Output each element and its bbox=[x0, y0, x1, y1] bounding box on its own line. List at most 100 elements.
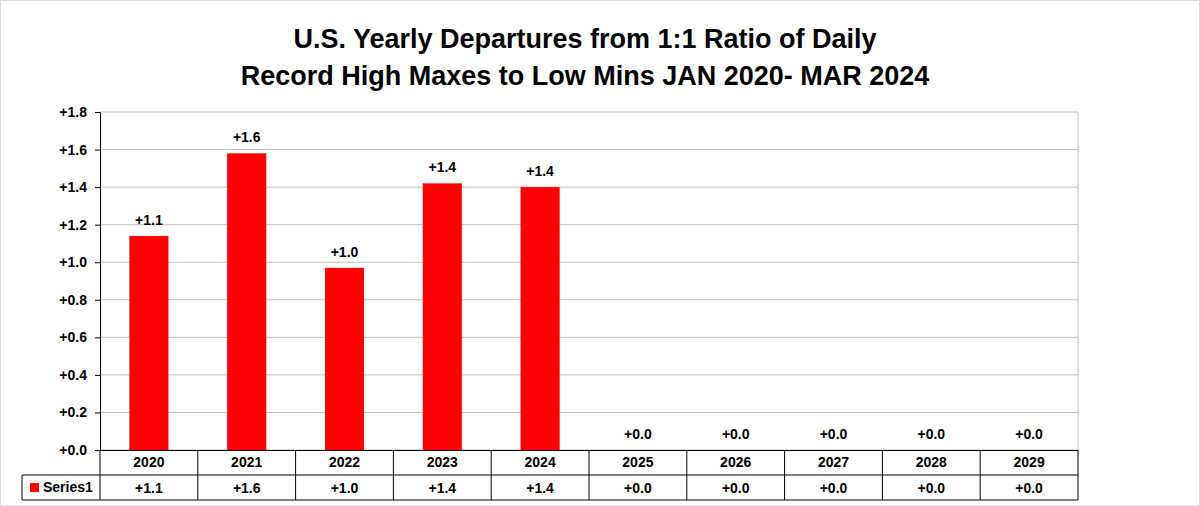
x-tick: 2022 bbox=[329, 450, 360, 470]
x-tick: 2023 bbox=[427, 450, 458, 470]
y-tick-label: +0.8 bbox=[59, 292, 87, 308]
y-tick: +1.2 bbox=[59, 217, 100, 233]
data-label: +1.6 bbox=[233, 129, 261, 145]
data-label: +0.0 bbox=[722, 426, 750, 442]
bars bbox=[129, 153, 559, 450]
y-tick: +1.6 bbox=[59, 142, 100, 158]
table-border bbox=[589, 450, 590, 500]
y-tick: +0.4 bbox=[59, 367, 100, 383]
x-tick-label: 2021 bbox=[231, 454, 262, 470]
y-tick: +1.0 bbox=[59, 254, 100, 270]
grid-line bbox=[100, 149, 1078, 150]
table-value: +1.1 bbox=[135, 480, 163, 496]
x-tick-label: 2022 bbox=[329, 454, 360, 470]
x-tick: 2021 bbox=[231, 450, 262, 470]
bar bbox=[618, 450, 657, 451]
table-border bbox=[980, 450, 981, 500]
y-tick: +0.8 bbox=[59, 292, 100, 308]
y-tick-label: +0.6 bbox=[59, 329, 87, 345]
y-tick-mark bbox=[95, 225, 100, 226]
bar bbox=[716, 450, 755, 451]
table-border bbox=[491, 450, 492, 500]
y-tick: +0.2 bbox=[59, 404, 100, 420]
x-tick-label: 2025 bbox=[622, 454, 653, 470]
plot-frame bbox=[1078, 112, 1079, 450]
grid bbox=[100, 112, 1078, 450]
x-tick: 2027 bbox=[818, 450, 849, 470]
table-border bbox=[882, 450, 883, 500]
y-tick-label: +0.0 bbox=[59, 442, 87, 458]
x-tick-label: 2024 bbox=[525, 454, 556, 470]
y-tick-mark bbox=[95, 450, 100, 451]
x-tick: 2025 bbox=[622, 450, 653, 470]
data-label: +1.1 bbox=[135, 212, 163, 228]
bar bbox=[227, 153, 266, 450]
y-tick-label: +0.4 bbox=[59, 367, 87, 383]
chart: U.S. Yearly Departures from 1:1 Ratio of… bbox=[0, 0, 1200, 506]
x-tick-label: 2028 bbox=[916, 454, 947, 470]
x-tick: 2024 bbox=[525, 450, 556, 470]
y-tick-mark bbox=[95, 150, 100, 151]
y-tick-mark bbox=[95, 337, 100, 338]
table-value: +1.6 bbox=[233, 480, 261, 496]
bar bbox=[1010, 450, 1049, 451]
title-line: U.S. Yearly Departures from 1:1 Ratio of… bbox=[293, 24, 876, 54]
table-border bbox=[22, 500, 1078, 501]
table-border bbox=[1078, 450, 1079, 500]
table-value: +0.0 bbox=[1015, 480, 1043, 496]
y-tick-label: +1.4 bbox=[59, 179, 87, 195]
y-tick-mark bbox=[95, 112, 100, 113]
bar bbox=[325, 268, 364, 450]
y-tick-mark bbox=[95, 300, 100, 301]
table-border bbox=[393, 450, 394, 500]
title-line: Record High Maxes to Low Mins JAN 2020- … bbox=[241, 61, 930, 91]
bar bbox=[912, 450, 951, 451]
y-tick: +0.6 bbox=[59, 329, 100, 345]
data-label: +1.4 bbox=[526, 163, 554, 179]
bar bbox=[814, 450, 853, 451]
table-value: +1.4 bbox=[428, 480, 456, 496]
table-border bbox=[295, 450, 296, 500]
y-tick-label: +1.8 bbox=[59, 104, 87, 120]
table-value: +1.0 bbox=[331, 480, 359, 496]
table-border bbox=[686, 450, 687, 500]
table-value: +0.0 bbox=[722, 480, 750, 496]
table-border bbox=[100, 450, 101, 500]
data-label: +0.0 bbox=[917, 426, 945, 442]
table-value: +0.0 bbox=[820, 480, 848, 496]
y-tick: +1.4 bbox=[59, 179, 100, 195]
data-label: +0.0 bbox=[1015, 426, 1043, 442]
table-value: +1.4 bbox=[526, 480, 554, 496]
y-axis-line bbox=[95, 113, 101, 451]
y-tick-mark bbox=[95, 262, 100, 263]
y-tick: +1.8 bbox=[59, 104, 100, 120]
x-tick-label: 2026 bbox=[720, 454, 751, 470]
y-axis: +0.0 +0.2 +0.4 +0.6 +0.8 +1.0 +1.2 +1.4 +1.6 +1.8 bbox=[59, 104, 100, 458]
x-tick: 2026 bbox=[720, 450, 751, 470]
data-label: +0.0 bbox=[624, 426, 652, 442]
y-tick-mark bbox=[95, 412, 100, 413]
y-tick-label: +0.2 bbox=[59, 404, 87, 420]
table-value: +0.0 bbox=[917, 480, 945, 496]
legend-key bbox=[30, 483, 39, 492]
table-value: +0.0 bbox=[624, 480, 652, 496]
x-tick: 2028 bbox=[916, 450, 947, 470]
bar bbox=[521, 187, 560, 450]
table-border bbox=[22, 475, 23, 500]
data-label: +1.4 bbox=[428, 159, 456, 175]
x-tick: 2020 bbox=[133, 450, 164, 470]
y-tick-mark bbox=[95, 375, 100, 376]
data-labels: +1.1+1.6+1.0+1.4+1.4+0.0+0.0+0.0+0.0+0.0 bbox=[135, 129, 1043, 442]
x-tick-label: 2029 bbox=[1014, 454, 1045, 470]
x-tick-label: 2020 bbox=[133, 454, 164, 470]
x-tick-label: 2023 bbox=[427, 454, 458, 470]
bar bbox=[423, 183, 462, 450]
grid-line bbox=[100, 112, 1078, 113]
y-tick: +0.0 bbox=[59, 442, 100, 458]
y-tick-label: +1.2 bbox=[59, 217, 87, 233]
table-border bbox=[197, 450, 198, 500]
x-tick: 2029 bbox=[1014, 450, 1045, 470]
chart-border bbox=[1, 1, 1200, 506]
x-tick-label: 2027 bbox=[818, 454, 849, 470]
title: U.S. Yearly Departures from 1:1 Ratio of… bbox=[241, 24, 930, 91]
